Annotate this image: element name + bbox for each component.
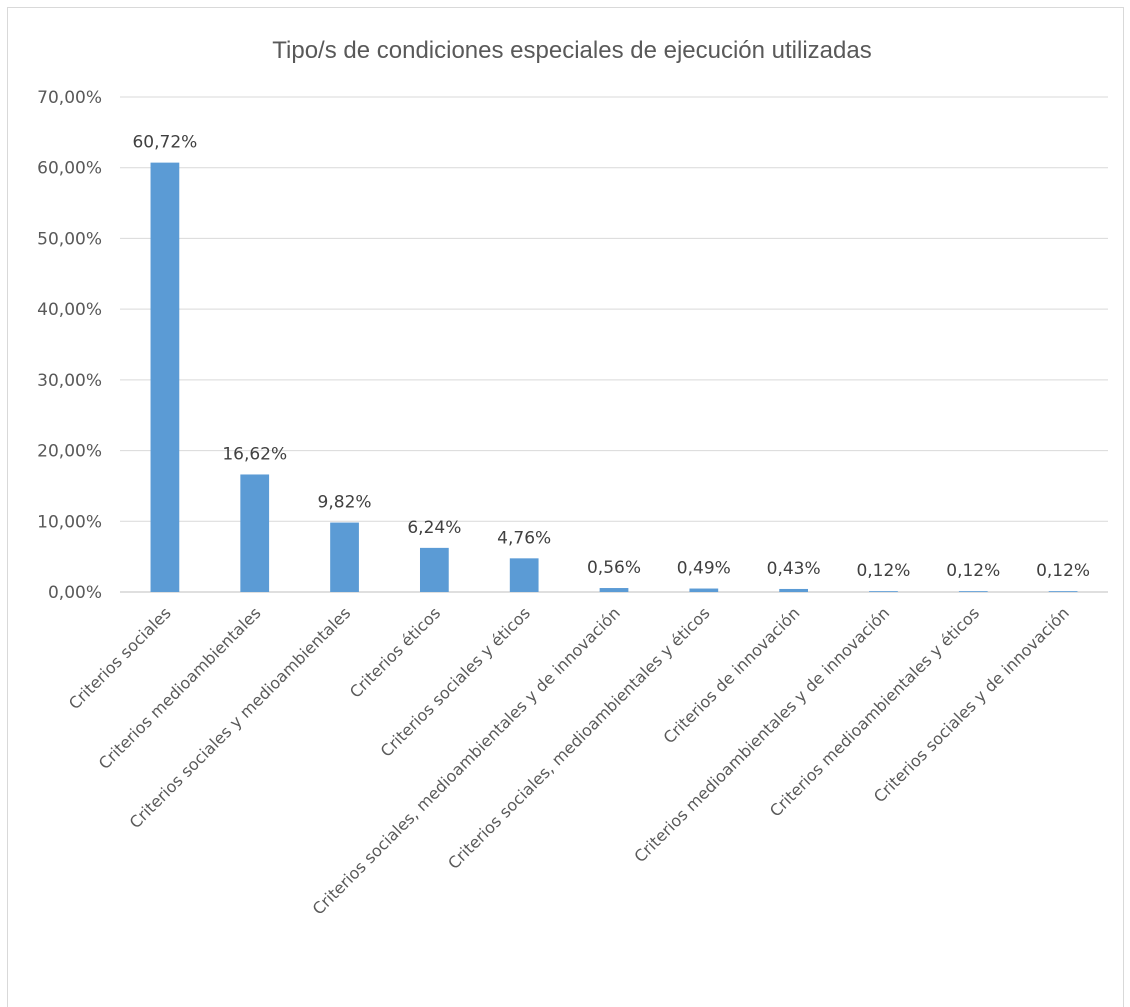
data-labels: 60,72% 16,62% 9,82% 6,24% 4,76% 0,56% 0,49% 0,4… bbox=[132, 133, 1090, 582]
data-label: 6,24% bbox=[407, 518, 461, 538]
bar bbox=[150, 162, 180, 592]
bar bbox=[689, 588, 719, 592]
data-label: 16,62% bbox=[222, 444, 287, 464]
data-label: 0,12% bbox=[1036, 561, 1090, 581]
x-category-label: Criterios sociales y éticos bbox=[377, 603, 534, 760]
y-tick-label: 40,00% bbox=[37, 300, 102, 320]
y-tick-label: 70,00% bbox=[37, 88, 102, 108]
y-tick-label: 0,00% bbox=[48, 583, 102, 603]
bar bbox=[869, 591, 898, 592]
data-label: 60,72% bbox=[132, 133, 197, 153]
bar bbox=[958, 591, 988, 592]
data-label: 0,43% bbox=[767, 559, 821, 579]
bar bbox=[330, 522, 359, 592]
bar bbox=[509, 558, 539, 592]
bar bbox=[779, 588, 809, 592]
data-label: 4,76% bbox=[497, 528, 551, 548]
chart-title: Tipo/s de condiciones especiales de ejec… bbox=[272, 37, 871, 64]
bars bbox=[150, 162, 1078, 592]
chart-area bbox=[7, 7, 1124, 1007]
x-category-label: Criterios medioambientales bbox=[95, 603, 265, 773]
x-category-label: Criterios sociales, medioambientales y d… bbox=[309, 603, 624, 918]
y-tick-label: 10,00% bbox=[37, 512, 102, 532]
data-label: 0,56% bbox=[587, 558, 641, 578]
y-tick-label: 60,00% bbox=[37, 159, 102, 179]
data-label: 0,49% bbox=[677, 559, 731, 579]
x-category-label: Criterios sociales y de innovación bbox=[870, 603, 1073, 806]
bar bbox=[419, 547, 449, 592]
y-axis-tick-labels: 0,00% 10,00% 20,00% 30,00% 40,00% 50,00% 60,00… bbox=[37, 88, 102, 603]
x-category-label: Criterios éticos bbox=[346, 603, 444, 701]
bar bbox=[599, 588, 629, 592]
data-label: 0,12% bbox=[856, 561, 910, 581]
data-label: 0,12% bbox=[946, 561, 1000, 581]
y-tick-label: 30,00% bbox=[37, 371, 102, 391]
y-tick-label: 50,00% bbox=[37, 229, 102, 249]
bar bbox=[1048, 591, 1078, 592]
y-tick-label: 20,00% bbox=[37, 442, 102, 462]
data-label: 9,82% bbox=[318, 493, 372, 513]
bar bbox=[240, 474, 270, 592]
